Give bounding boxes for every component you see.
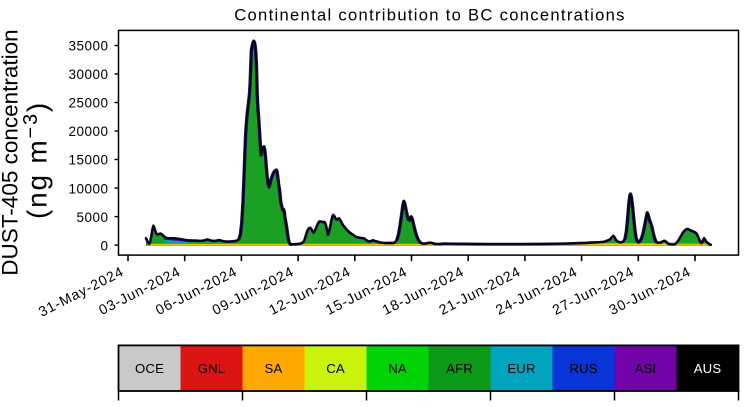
svg-text:15000: 15000 bbox=[68, 153, 108, 168]
svg-text:25000: 25000 bbox=[68, 96, 108, 111]
svg-text:NA: NA bbox=[388, 361, 407, 376]
svg-text:CA: CA bbox=[326, 361, 345, 376]
svg-text:AUS: AUS bbox=[694, 361, 722, 376]
svg-text:EUR: EUR bbox=[507, 361, 535, 376]
svg-text:ASI: ASI bbox=[635, 361, 657, 376]
svg-text:30000: 30000 bbox=[68, 67, 108, 82]
svg-text:OCE: OCE bbox=[135, 361, 164, 376]
svg-text:0: 0 bbox=[100, 238, 108, 253]
svg-text:GNL: GNL bbox=[198, 361, 226, 376]
svg-text:AFR: AFR bbox=[446, 361, 473, 376]
svg-text:Continental contribution to BC: Continental contribution to BC concentra… bbox=[234, 6, 626, 25]
svg-text:DUST-405 concentration: DUST-405 concentration bbox=[0, 29, 23, 275]
svg-text:20000: 20000 bbox=[68, 124, 108, 139]
svg-text:10000: 10000 bbox=[68, 181, 108, 196]
svg-text:35000: 35000 bbox=[68, 39, 108, 54]
svg-text:RUS: RUS bbox=[569, 361, 597, 376]
svg-text:5000: 5000 bbox=[76, 210, 108, 225]
svg-text:SA: SA bbox=[265, 361, 283, 376]
